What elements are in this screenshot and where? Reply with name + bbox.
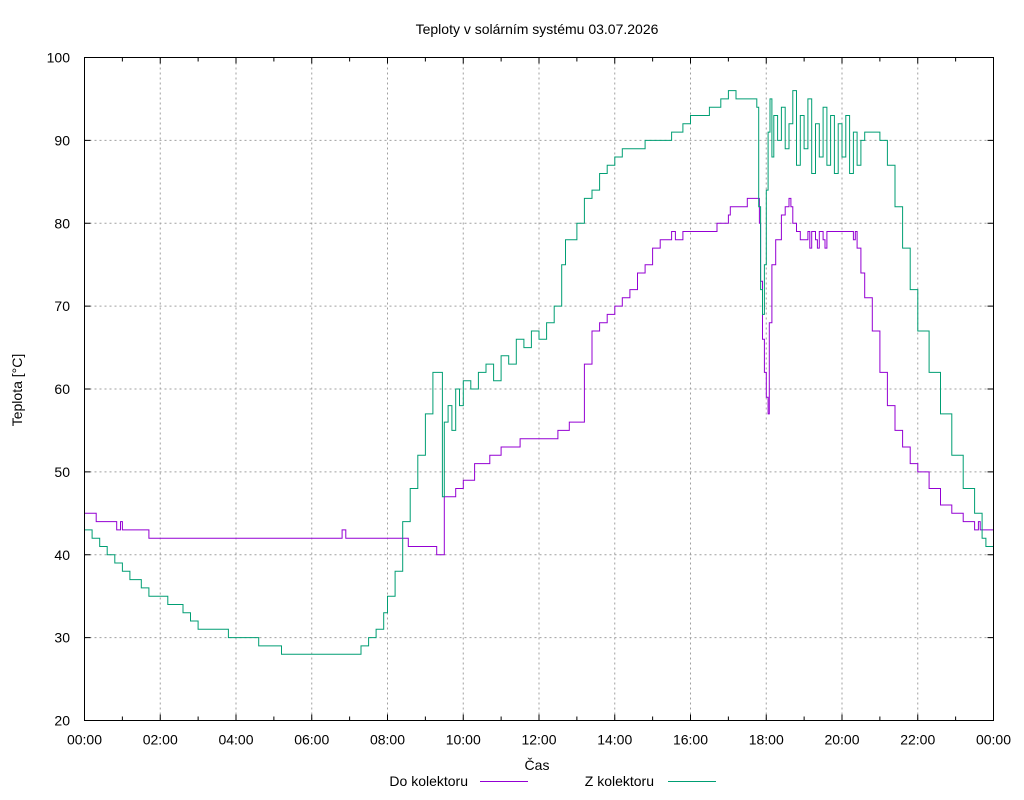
- series-line-z-kolektoru: [84, 90, 994, 655]
- x-tick-label: 12:00: [521, 732, 556, 748]
- x-tick-label: 14:00: [597, 732, 632, 748]
- x-tick-label: 16:00: [673, 732, 708, 748]
- x-tick-label: 22:00: [900, 732, 935, 748]
- x-axis-label: Čas: [525, 757, 550, 773]
- y-tick-labels: 20 30 40 50 60 70 80 90 100: [47, 50, 71, 729]
- y-tick-label: 50: [54, 464, 70, 480]
- legend-label: Do kolektoru: [389, 773, 468, 789]
- ticks: [84, 57, 994, 721]
- y-tick-label: 20: [54, 713, 70, 729]
- x-tick-label: 04:00: [218, 732, 253, 748]
- x-tick-label: 00:00: [67, 732, 102, 748]
- y-tick-label: 100: [47, 50, 71, 66]
- x-tick-label: 02:00: [143, 732, 178, 748]
- y-axis-label: Teplota [°C]: [9, 354, 25, 427]
- x-tick-label: 00:00: [976, 732, 1011, 748]
- x-tick-labels: 00:00 02:00 04:00 06:00 08:00 10:00 12:00 14:00…: [67, 732, 1011, 748]
- legend: Do kolektoru Z kolektoru: [389, 773, 716, 789]
- x-tick-label: 18:00: [749, 732, 784, 748]
- chart-title: Teploty v solárním systému 03.07.2026: [416, 21, 659, 37]
- x-tick-label: 08:00: [370, 732, 405, 748]
- series-line-do-kolektoru: [84, 197, 994, 556]
- y-tick-label: 90: [54, 132, 70, 148]
- y-tick-label: 80: [54, 215, 70, 231]
- x-tick-label: 06:00: [294, 732, 329, 748]
- y-tick-label: 70: [54, 298, 70, 314]
- legend-label: Z kolektoru: [585, 773, 654, 789]
- y-tick-label: 30: [54, 630, 70, 646]
- y-tick-label: 40: [54, 547, 70, 563]
- series-layer: [84, 90, 994, 655]
- x-tick-label: 10:00: [446, 732, 481, 748]
- y-tick-label: 60: [54, 381, 70, 397]
- x-tick-label: 20:00: [824, 732, 859, 748]
